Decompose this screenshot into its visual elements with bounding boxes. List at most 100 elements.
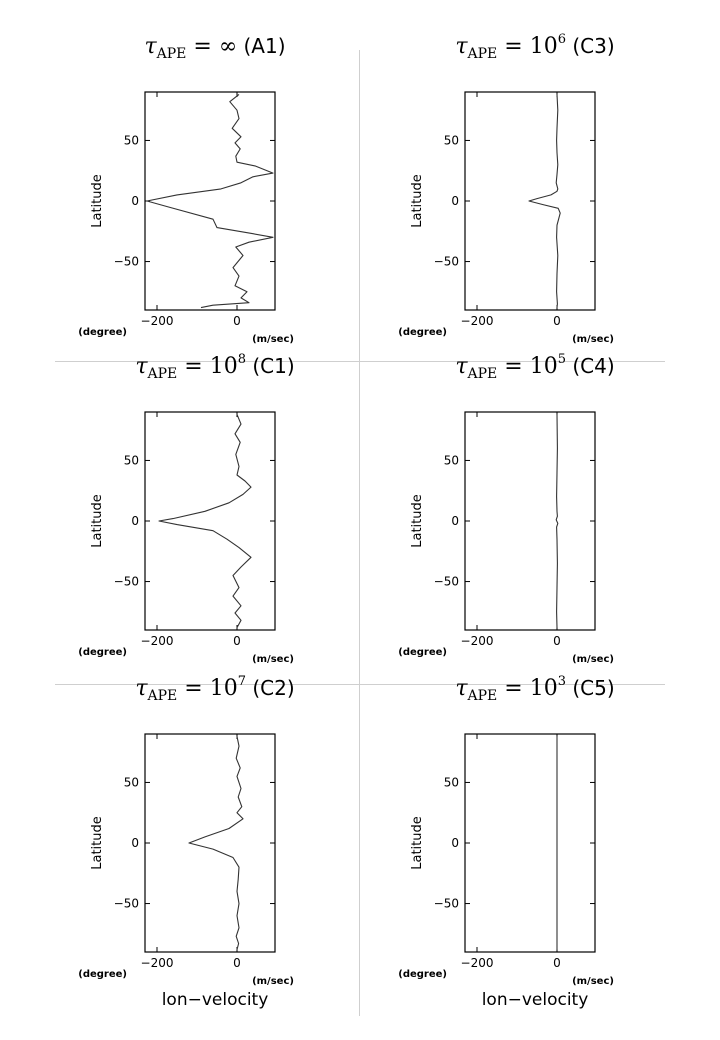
x-unit-label: (m/sec) <box>252 334 294 345</box>
y-tick-label: 50 <box>124 133 139 147</box>
panel-title-part: 10 <box>529 34 558 59</box>
chart-svg: 50 0 −50 −200 0 Latitude (degree) (m/sec) <box>398 411 614 665</box>
panel-title-part: (C4) <box>565 354 615 378</box>
panel-title: τAPE = 103 (C5) <box>385 674 685 704</box>
series-line <box>188 736 244 950</box>
x-tick-label: 0 <box>233 314 241 328</box>
panel-title-part: 5 <box>557 352 566 367</box>
x-unit-label: (m/sec) <box>572 654 614 665</box>
chart-svg: 50 0 −50 −200 0 Latitude (degree) (m/sec) <box>78 733 294 987</box>
panel-title-part: APE <box>156 46 187 62</box>
panel-title-part: (C3) <box>565 34 615 58</box>
y-unit-label: (degree) <box>78 327 127 338</box>
y-axis-label: Latitude <box>90 174 105 228</box>
y-unit-label: (degree) <box>398 969 447 980</box>
series-line <box>158 414 252 628</box>
y-unit-label: (degree) <box>398 327 447 338</box>
panel-title-part: 6 <box>557 32 566 47</box>
plot-frame <box>464 411 596 631</box>
panel-title-part: (C1) <box>245 354 295 378</box>
panel-title-part: = <box>497 34 530 59</box>
panel-title-part: = <box>186 34 219 59</box>
y-axis-label: Latitude <box>410 494 425 548</box>
plot-frame <box>144 411 276 631</box>
panel-title-part: = <box>177 354 210 379</box>
panel-title: τAPE = 107 (C2) <box>65 674 365 704</box>
y-tick-label: 50 <box>444 133 459 147</box>
y-tick-label: −50 <box>434 575 459 589</box>
y-tick-label: 0 <box>131 514 139 528</box>
x-tick-label: 0 <box>553 314 561 328</box>
x-axis-title: lon−velocity <box>481 990 589 1010</box>
y-tick-label: 50 <box>444 775 459 789</box>
panel-title: τAPE = 108 (C1) <box>65 352 365 382</box>
panel-title-part: = <box>497 676 530 701</box>
panel-title-part: 10 <box>529 676 558 701</box>
y-axis-label: Latitude <box>90 816 105 870</box>
panel-title: τAPE = 105 (C4) <box>385 352 685 382</box>
panel-title-part: (A1) <box>237 34 286 58</box>
series-line <box>146 93 274 309</box>
panel-title-part: ∞ <box>218 34 238 59</box>
panel-title: τAPE = 106 (C3) <box>385 32 685 62</box>
y-tick-label: −50 <box>434 897 459 911</box>
series-line <box>555 414 559 628</box>
horizontal-divider-bottom <box>55 684 665 685</box>
y-tick-label: 0 <box>131 836 139 850</box>
panel-title-part: τ <box>135 354 148 379</box>
panel-title-part: APE <box>147 688 178 704</box>
vertical-divider <box>359 50 360 1016</box>
panel-title-part: τ <box>455 34 468 59</box>
y-tick-label: 0 <box>451 194 459 208</box>
plot-frame <box>464 733 596 953</box>
panel-title-part: τ <box>455 676 468 701</box>
y-tick-label: 0 <box>451 836 459 850</box>
panel-title: τAPE = ∞ (A1) <box>65 32 365 62</box>
y-tick-label: 50 <box>124 775 139 789</box>
chart-svg: 50 0 −50 −200 0 Latitude (degree) (m/sec) <box>398 733 614 987</box>
x-tick-label: −200 <box>461 956 494 970</box>
x-unit-label: (m/sec) <box>572 334 614 345</box>
plot-frame <box>144 733 276 953</box>
y-tick-label: 0 <box>131 194 139 208</box>
y-tick-label: 50 <box>124 453 139 467</box>
y-tick-label: −50 <box>434 255 459 269</box>
x-tick-label: −200 <box>141 634 174 648</box>
panel-title-part: (C2) <box>245 676 295 700</box>
panel-title-part: APE <box>147 366 178 382</box>
panel-title-part: τ <box>135 676 148 701</box>
x-unit-label: (m/sec) <box>572 976 614 987</box>
panel-title-part: 7 <box>237 674 246 689</box>
chart-svg: 50 0 −50 −200 0 Latitude (degree) (m/sec) <box>78 91 294 345</box>
chart-svg: 50 0 −50 −200 0 Latitude (degree) (m/sec) <box>398 91 614 345</box>
panel-title-part: APE <box>467 366 498 382</box>
y-tick-label: 0 <box>451 514 459 528</box>
panel-title-part: (C5) <box>565 676 615 700</box>
y-unit-label: (degree) <box>78 969 127 980</box>
x-axis-title: lon−velocity <box>161 990 269 1010</box>
y-unit-label: (degree) <box>398 647 447 658</box>
y-axis-label: Latitude <box>90 494 105 548</box>
x-unit-label: (m/sec) <box>252 654 294 665</box>
panel-title-part: 10 <box>529 354 558 379</box>
panel-title-part: APE <box>467 46 498 62</box>
panel-title-part: 10 <box>209 354 238 379</box>
panel-title-part: 3 <box>557 674 566 689</box>
x-tick-label: 0 <box>233 956 241 970</box>
horizontal-divider-top <box>55 361 665 362</box>
panel-title-part: 8 <box>237 352 246 367</box>
y-axis-label: Latitude <box>410 816 425 870</box>
plot-frame <box>144 91 276 311</box>
panel-title-part: APE <box>467 688 498 704</box>
panel-title-part: τ <box>144 34 157 59</box>
y-tick-label: −50 <box>114 255 139 269</box>
x-tick-label: −200 <box>141 314 174 328</box>
y-tick-label: −50 <box>114 897 139 911</box>
x-tick-label: 0 <box>553 634 561 648</box>
series-line <box>528 94 561 308</box>
x-tick-label: −200 <box>461 314 494 328</box>
x-tick-label: 0 <box>553 956 561 970</box>
x-unit-label: (m/sec) <box>252 976 294 987</box>
y-unit-label: (degree) <box>78 647 127 658</box>
x-tick-label: −200 <box>141 956 174 970</box>
